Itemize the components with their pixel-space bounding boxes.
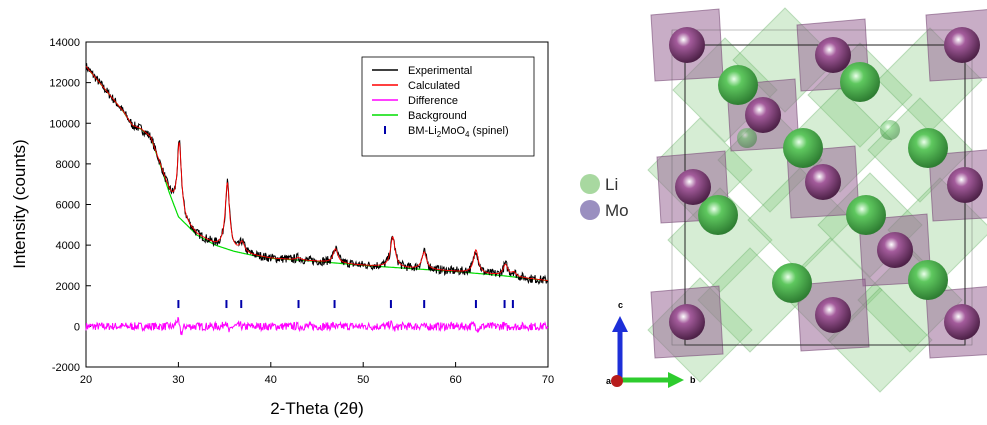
- x-tick-label: 40: [265, 374, 277, 386]
- x-tick-label: 60: [449, 374, 461, 386]
- li-atom: [846, 195, 886, 235]
- y-tick-label: 2000: [56, 281, 80, 293]
- mo-atom: [745, 97, 781, 133]
- legend-label-calculated: Calculated: [408, 80, 460, 92]
- y-axis-title: Intensity (counts): [10, 139, 29, 268]
- mo-legend-label: Mo: [605, 201, 629, 220]
- axis-triad: c b a: [606, 300, 696, 388]
- li-atoms: [698, 62, 948, 303]
- c-axis-arrowhead: [612, 316, 628, 332]
- y-tick-label: 4000: [56, 240, 80, 252]
- li-atom: [908, 260, 948, 300]
- li-atom: [698, 195, 738, 235]
- x-axis: 20 30 40 50 60 70: [80, 362, 554, 386]
- y-axis: -2000 0 2000 4000 6000 8000 10000 12000 14000: [49, 37, 91, 374]
- mo-legend-swatch: [580, 200, 600, 220]
- mo-atom: [944, 304, 980, 340]
- crystal-structure: Li Mo c b a: [580, 7, 987, 393]
- x-tick-label: 20: [80, 374, 92, 386]
- legend-label-experimental: Experimental: [408, 65, 472, 77]
- y-tick-label: 0: [74, 321, 80, 333]
- legend: Experimental Calculated Difference Backg…: [361, 56, 535, 157]
- legend-label-spinel: BM-Li2MoO4 (spinel): [408, 125, 509, 139]
- li-legend-swatch: [580, 174, 600, 194]
- mo-atoms: [669, 27, 983, 340]
- legend-label-background: Background: [408, 110, 467, 122]
- li-atom: [908, 128, 948, 168]
- mo-atom: [805, 164, 841, 200]
- mo-atom: [947, 167, 983, 203]
- legend-label-difference: Difference: [408, 95, 458, 107]
- li-legend-label: Li: [605, 175, 618, 194]
- series-layer: [85, 63, 549, 336]
- li-atom: [772, 263, 812, 303]
- mo-atom: [877, 232, 913, 268]
- a-axis-dot: [611, 375, 623, 387]
- calculated-line: [85, 66, 548, 281]
- x-tick-label: 50: [357, 374, 369, 386]
- b-axis-label: b: [690, 375, 696, 385]
- mo-atom: [944, 27, 980, 63]
- experimental-line: [85, 63, 549, 285]
- xrd-chart: -2000 0 2000 4000 6000 8000 10000 12000 14000 20…: [10, 37, 554, 418]
- mo-atom: [675, 169, 711, 205]
- a-axis-label: a: [606, 376, 612, 386]
- x-tick-label: 30: [172, 374, 184, 386]
- y-tick-label: 8000: [56, 159, 80, 171]
- c-axis-label: c: [618, 300, 623, 310]
- difference-line: [85, 316, 549, 336]
- mo-atom: [669, 27, 705, 63]
- x-tick-label: 70: [542, 374, 554, 386]
- y-tick-label: 12000: [49, 78, 80, 90]
- b-axis-arrowhead: [668, 372, 684, 388]
- li-atom: [783, 128, 823, 168]
- mo-atom: [669, 304, 705, 340]
- li-atom: [880, 120, 900, 140]
- y-tick-label: 14000: [49, 37, 80, 49]
- y-tick-label: 10000: [49, 118, 80, 130]
- y-tick-label: -2000: [52, 362, 80, 374]
- y-tick-label: 6000: [56, 200, 80, 212]
- element-legend: Li Mo: [580, 174, 629, 220]
- legend-box: [361, 56, 535, 157]
- li-atom: [718, 65, 758, 105]
- x-axis-title: 2-Theta (2θ): [270, 399, 364, 418]
- mo-atom: [815, 37, 851, 73]
- mo-atom: [815, 297, 851, 333]
- reflection-ticks: [177, 300, 514, 309]
- li-atom: [840, 62, 880, 102]
- li-atom: [737, 128, 757, 148]
